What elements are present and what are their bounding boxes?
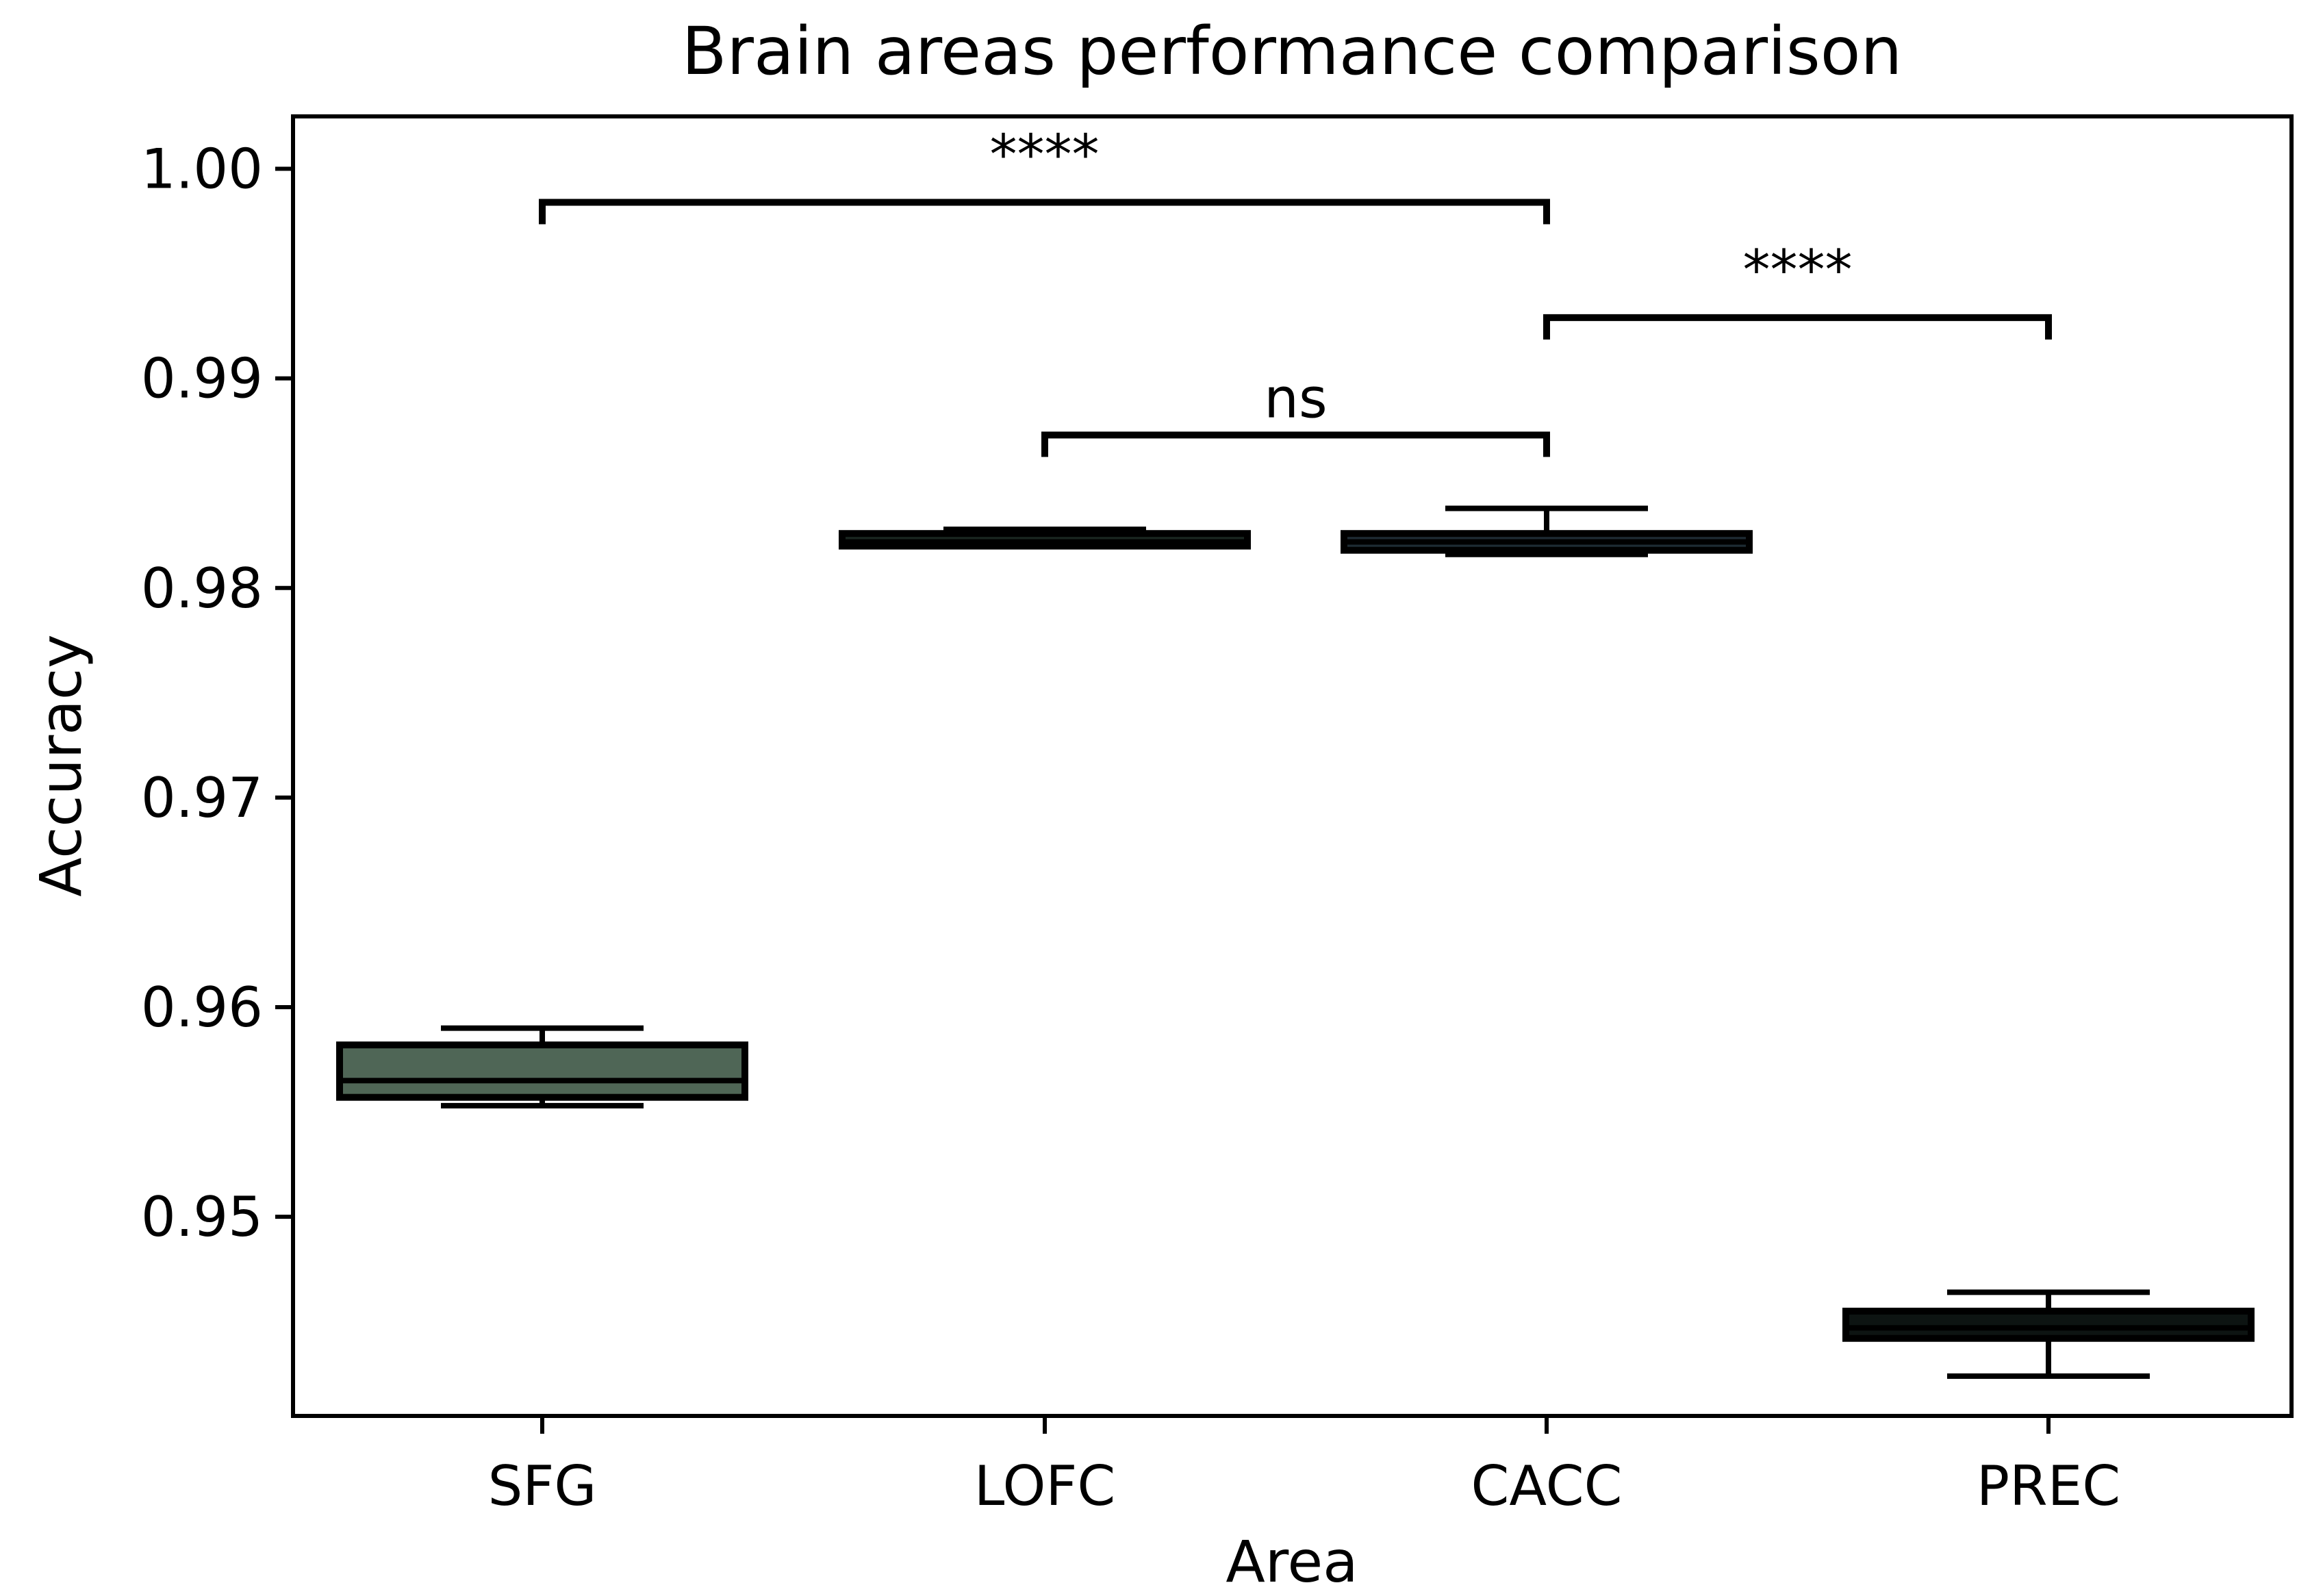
x-axis-label: Area <box>1226 1528 1358 1595</box>
plot-frame <box>291 114 2294 1418</box>
chart-title: Brain areas performance comparison <box>682 13 1903 90</box>
y-tick-label: 1.00 <box>141 138 263 201</box>
y-tick-label: 0.95 <box>141 1185 263 1249</box>
plot-area: 0.95 0.96 0.97 0.98 0.99 1.00 SFG LOFC CACC PREC *… <box>141 123 2255 1518</box>
y-tick-label: 0.98 <box>141 557 263 620</box>
prec-box <box>1842 1307 2255 1342</box>
y-tick-label: 0.99 <box>141 347 263 411</box>
sfg-box <box>336 1041 748 1101</box>
y-axis-label: Accuracy <box>27 634 94 897</box>
y-tick-label: 0.96 <box>141 976 263 1039</box>
x-tick-label: LOFC <box>974 1454 1116 1518</box>
x-tick-label: CACC <box>1471 1454 1623 1518</box>
x-tick-label: SFG <box>488 1454 597 1518</box>
significance-bracket <box>1543 314 2052 340</box>
significance-bracket <box>1041 431 1550 457</box>
x-tick-label: PREC <box>1977 1454 2120 1518</box>
significance-label: ns <box>1264 366 1327 430</box>
significance-label: **** <box>990 123 1100 187</box>
significance-label: **** <box>1743 238 1853 302</box>
significance-bracket <box>539 199 1550 225</box>
y-tick-label: 0.97 <box>141 766 263 830</box>
